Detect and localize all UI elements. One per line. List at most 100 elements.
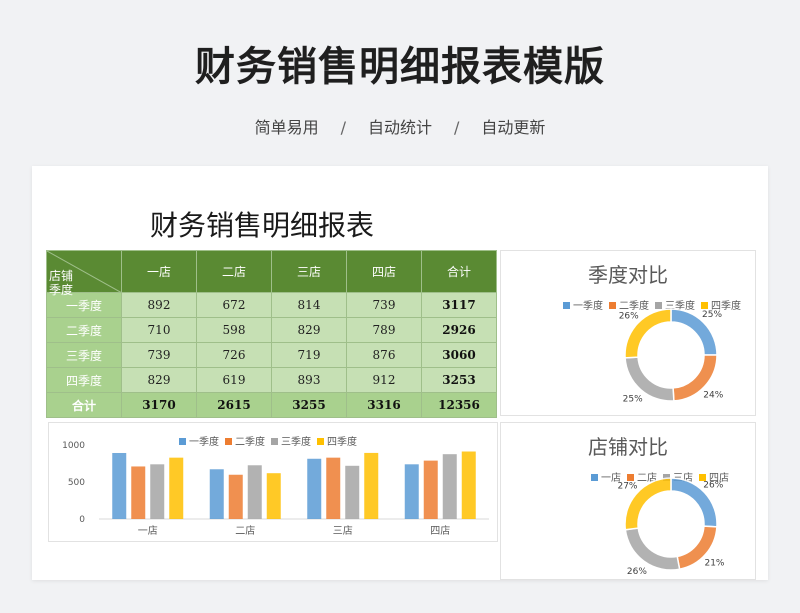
row-total-cell: 3060 <box>421 342 497 368</box>
bar <box>247 465 262 519</box>
total-cell: 2615 <box>196 392 272 418</box>
bar <box>150 464 165 519</box>
row-label: 二季度 <box>46 317 122 343</box>
total-row-label: 合计 <box>46 392 122 418</box>
hero-title: 财务销售明细报表模版 <box>195 44 605 90</box>
x-tick-label: 二店 <box>235 524 255 537</box>
store-donut-chart: 26% 21% 26% 27% <box>617 477 725 577</box>
total-cell: 3255 <box>271 392 347 418</box>
store-donut-panel: 店铺对比 一店 二店 三店 四店 26% 21% 26% 27% <box>500 422 756 580</box>
table-cell: 829 <box>271 317 347 343</box>
table-cell: 892 <box>121 292 197 318</box>
row-total-cell: 3117 <box>421 292 497 318</box>
quarter-donut-chart: 25% 24% 25% 26% <box>619 308 724 405</box>
legend-label: 三店 <box>673 473 693 484</box>
table-row: 一季度 892 672 814 739 3117 <box>46 292 497 318</box>
y-tick-label: 500 <box>68 478 85 488</box>
table-row: 四季度 829 619 893 912 3253 <box>46 367 497 393</box>
table-cell: 739 <box>121 342 197 368</box>
col-header: 三店 <box>271 250 347 293</box>
bar-chart: 0 500 1000 一店 二店 三店 四店 <box>62 441 489 537</box>
bar <box>131 466 146 519</box>
legend-swatch <box>627 474 634 481</box>
legend-label: 一季度 <box>573 301 603 312</box>
preview-card: 财务销售明细报表 店铺 季度 一店 二店 三店 四店 合计 一季度 892 67… <box>32 166 768 580</box>
donut-data-label: 24% <box>703 391 723 401</box>
legend-swatch <box>701 302 708 309</box>
bar <box>404 464 419 519</box>
store-chart-title: 店铺对比 <box>588 435 668 459</box>
row-label: 一季度 <box>46 292 122 318</box>
legend-label: 四季度 <box>327 437 357 448</box>
y-tick-label: 1000 <box>62 441 85 451</box>
legend-swatch <box>271 438 278 445</box>
sales-table: 店铺 季度 一店 二店 三店 四店 合计 一季度 892 672 814 739… <box>46 250 497 418</box>
bar <box>266 473 281 519</box>
col-header-total: 合计 <box>421 250 497 293</box>
hero-subtitle: 简单易用 / 自动统计 / 自动更新 <box>0 114 800 138</box>
legend-swatch <box>591 474 598 481</box>
bar <box>228 474 243 519</box>
table-cell: 672 <box>196 292 272 318</box>
bar <box>112 452 127 519</box>
table-header-row: 店铺 季度 一店 二店 三店 四店 合计 <box>46 250 497 297</box>
table-cell: 789 <box>346 317 422 343</box>
x-tick-label: 一店 <box>138 524 158 537</box>
quarter-legend: 一季度 二季度 三季度 四季度 <box>557 297 741 312</box>
x-tick-label: 四店 <box>430 524 450 537</box>
donut-data-label: 21% <box>704 558 724 568</box>
bar <box>364 452 379 519</box>
legend-label: 一季度 <box>189 437 219 448</box>
table-cell: 710 <box>121 317 197 343</box>
donut-data-label: 25% <box>702 310 722 320</box>
table-cell: 912 <box>346 367 422 393</box>
legend-label: 三季度 <box>665 301 695 312</box>
legend-label: 二店 <box>637 473 657 484</box>
tag-auto-stat: 自动统计 <box>367 118 432 137</box>
tag-easy: 简单易用 <box>254 118 319 137</box>
legend-swatch <box>655 302 662 309</box>
x-tick-label: 三店 <box>333 524 353 537</box>
table-cell: 726 <box>196 342 272 368</box>
col-header: 一店 <box>121 250 197 293</box>
legend-label: 一店 <box>601 473 621 484</box>
corner-quarter-label: 季度 <box>49 283 74 297</box>
table-cell: 876 <box>346 342 422 368</box>
row-label: 四季度 <box>46 367 122 393</box>
table-cell: 719 <box>271 342 347 368</box>
tag-separator: / <box>340 118 346 137</box>
col-header: 二店 <box>196 250 272 293</box>
donut-data-label: 26% <box>627 567 647 577</box>
table-cell: 739 <box>346 292 422 318</box>
table-cell: 829 <box>121 367 197 393</box>
donut-slice <box>624 308 672 359</box>
legend-swatch <box>317 438 324 445</box>
row-total-cell: 2926 <box>421 317 497 343</box>
table-cell: 598 <box>196 317 272 343</box>
legend-swatch <box>563 302 570 309</box>
sheet-title: 财务销售明细报表 <box>150 209 375 242</box>
legend-swatch <box>179 438 186 445</box>
total-cell: 3316 <box>346 392 422 418</box>
legend-label: 四季度 <box>711 301 741 312</box>
quarter-donut-panel: 季度对比 一季度 二季度 三季度 四季度 25% 24% 25% 26% <box>500 250 756 416</box>
bar <box>326 457 341 519</box>
table-cell: 619 <box>196 367 272 393</box>
bar <box>307 458 322 519</box>
legend-swatch <box>225 438 232 445</box>
y-tick-label: 0 <box>79 515 85 525</box>
bar <box>423 460 438 519</box>
row-label: 三季度 <box>46 342 122 368</box>
bar <box>442 454 457 519</box>
total-cell: 3170 <box>121 392 197 418</box>
donut-data-label: 26% <box>619 311 639 321</box>
corner-store-label: 店铺 <box>49 269 74 283</box>
table-row: 三季度 739 726 719 876 3060 <box>46 342 497 368</box>
donut-data-label: 26% <box>703 480 723 490</box>
bar <box>209 469 224 519</box>
bar-chart-panel: 一季度 二季度 三季度 四季度 0 500 1000 一店 二店 三店 四店 <box>48 422 498 542</box>
bar <box>169 457 184 519</box>
table-body: 一季度 892 672 814 739 3117 二季度 710 598 829… <box>46 292 497 418</box>
legend-label: 四店 <box>709 473 729 484</box>
legend-label: 三季度 <box>281 437 311 448</box>
